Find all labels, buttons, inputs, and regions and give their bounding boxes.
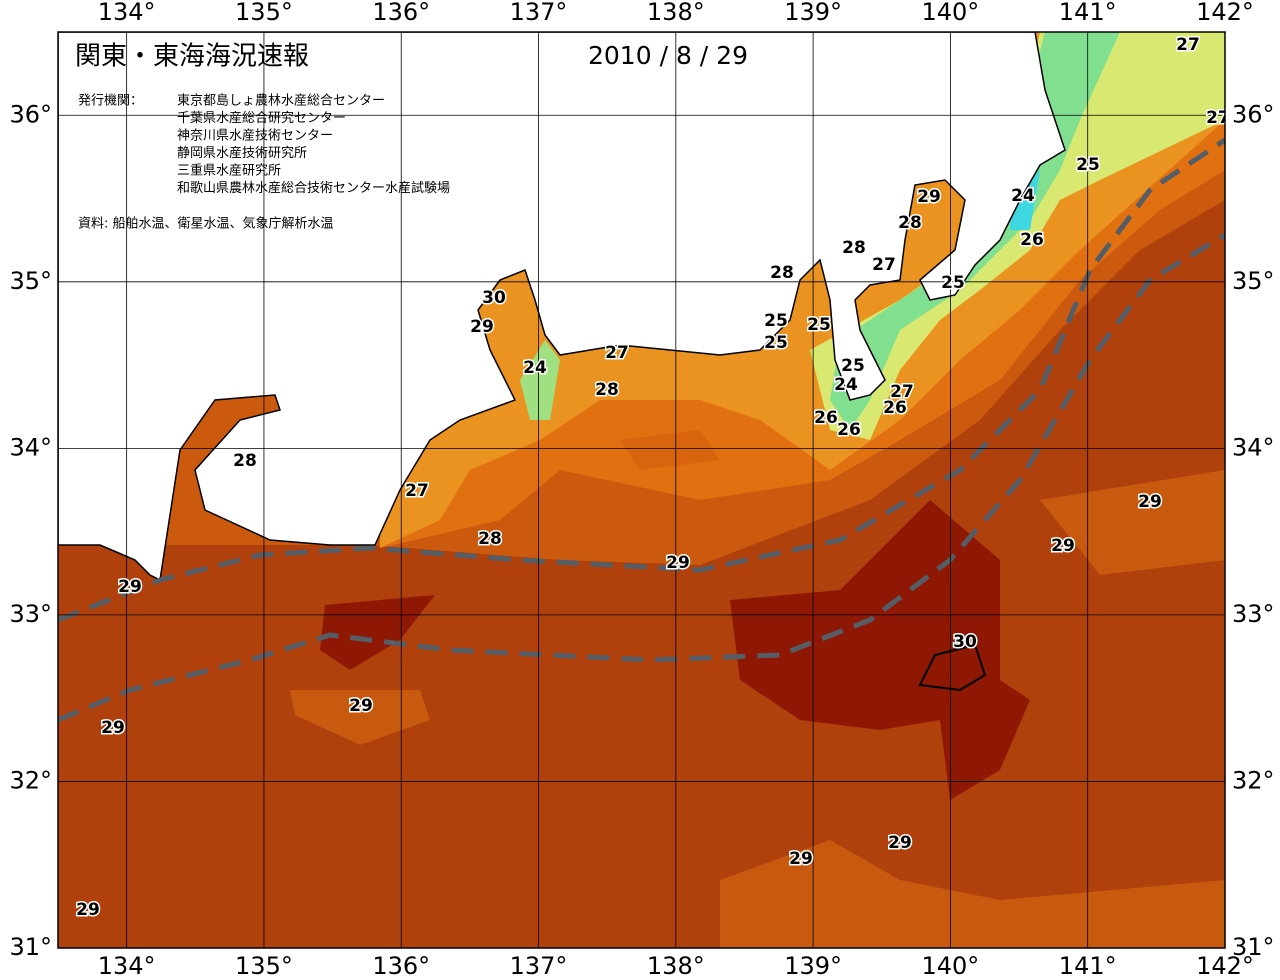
- cool-zone: [810, 32, 1225, 440]
- contour-label: 29: [666, 553, 690, 573]
- contour-label: 25: [807, 315, 831, 335]
- x-tick-label: 141°: [1059, 0, 1117, 26]
- issuer: 和歌山県農林水産総合技術センター水産試験場: [177, 180, 450, 196]
- warm-core: [730, 500, 1030, 800]
- contour-label: 27: [405, 481, 429, 501]
- x-tick-label: 138°: [647, 0, 705, 26]
- x-tick-label: 142°: [1196, 0, 1254, 26]
- contour-label: 27: [605, 343, 629, 363]
- issuer: 静岡県水産技術研究所: [177, 145, 307, 161]
- contour-30: [918, 643, 987, 692]
- y-tick-label: 36°: [1232, 100, 1275, 128]
- kuroshio-axis: [58, 137, 1225, 623]
- y-tick-label: 34°: [9, 433, 52, 461]
- contour-label: 29: [101, 718, 125, 738]
- y-tick-label: 36°: [9, 100, 52, 128]
- grid: [58, 32, 1225, 948]
- contour-label: 25: [764, 311, 788, 331]
- contour-label: 29: [789, 849, 813, 869]
- contour-label: 24: [523, 358, 547, 378]
- x-tick-label: 136°: [372, 0, 430, 26]
- x-tick-label: 140°: [922, 952, 980, 980]
- contour-label: 29: [470, 317, 494, 337]
- x-tick-label: 137°: [510, 0, 568, 26]
- contour-label: 27: [872, 255, 896, 275]
- contour-label: 29: [76, 900, 100, 920]
- x-tick-label: 137°: [510, 952, 568, 980]
- contour-label: 29: [917, 187, 941, 207]
- contour-label: 26: [883, 398, 907, 418]
- sea-zone: [290, 690, 430, 745]
- warm-core: [320, 595, 435, 670]
- issuers-label: 発行機関：: [78, 94, 143, 109]
- source: 資料: 船舶水温、衛星水温、気象庁解析水温: [78, 216, 334, 232]
- x-tick-label: 141°: [1059, 952, 1117, 980]
- contour-label: 27: [890, 382, 914, 402]
- contour-label: 27: [1176, 35, 1200, 55]
- y-tick-label: 32°: [1232, 766, 1275, 794]
- y-tick-label: 35°: [1232, 267, 1275, 295]
- y-tick-label: 32°: [9, 766, 52, 794]
- y-tick-label: 33°: [1232, 600, 1275, 628]
- date: 2010 / 8 / 29: [588, 41, 748, 70]
- contour-label: 29: [349, 696, 373, 716]
- contour-label: 30: [953, 632, 977, 652]
- sea-zone: [720, 840, 1225, 948]
- contour-label: 28: [770, 263, 794, 283]
- contour-label: 29: [118, 577, 142, 597]
- map-frame: [57, 31, 1226, 949]
- contour-label: 25: [841, 356, 865, 376]
- x-tick-label: 140°: [922, 0, 980, 26]
- sea-zone: [620, 430, 720, 470]
- contour-label: 28: [595, 380, 619, 400]
- x-tick-label: 136°: [372, 952, 430, 980]
- issuer: 千葉県水産総合研究センター: [177, 110, 346, 126]
- x-tick-label: 142°: [1196, 952, 1254, 980]
- contour-label: 25: [764, 333, 788, 353]
- contour-label: 29: [1138, 492, 1162, 512]
- issuer: 三重県水産研究所: [177, 163, 281, 179]
- y-tick-label: 33°: [9, 600, 52, 628]
- contour-label: 29: [1051, 536, 1075, 556]
- contour-label: 24: [834, 375, 858, 395]
- contour-label: 28: [842, 238, 866, 258]
- contour-label: 30: [482, 288, 506, 308]
- contour-label: 25: [1076, 155, 1100, 175]
- contour-label: 28: [233, 451, 257, 471]
- axis-labels: 134° 134° 135° 135° 136° 136° 137° 137° 138° 138°…: [9, 0, 1274, 980]
- contour-label: 25: [941, 273, 965, 293]
- contour-label: 28: [478, 529, 502, 549]
- contour-label: 29: [888, 833, 912, 853]
- contour-label: 26: [814, 408, 838, 428]
- contour-label: 24: [1011, 186, 1035, 206]
- y-tick-label: 31°: [1232, 933, 1275, 961]
- x-tick-label: 135°: [235, 952, 293, 980]
- sea-zone: [1040, 470, 1225, 575]
- contour-label: 28: [898, 213, 922, 233]
- cool-zone: [520, 340, 560, 420]
- x-tick-label: 138°: [647, 952, 705, 980]
- x-tick-label: 135°: [235, 0, 293, 26]
- x-tick-label: 139°: [784, 0, 842, 26]
- contour-label: 26: [1020, 230, 1044, 250]
- x-tick-label: 139°: [784, 952, 842, 980]
- y-tick-label: 35°: [9, 267, 52, 295]
- issuer: 神奈川県水産技術センター: [177, 128, 333, 144]
- title: 関東・東海海況速報: [75, 42, 309, 72]
- contour-label: 26: [837, 420, 861, 440]
- y-tick-label: 34°: [1232, 433, 1275, 461]
- y-tick-label: 31°: [9, 933, 52, 961]
- x-tick-label: 134°: [98, 952, 156, 980]
- issuer: 東京都島しょ農林水産総合センター: [177, 93, 385, 109]
- x-tick-label: 134°: [98, 0, 156, 26]
- issuers: 東京都島しょ農林水産総合センター千葉県水産総合研究センター神奈川県水産技術センタ…: [177, 93, 450, 197]
- contour-label: 27: [1206, 108, 1230, 128]
